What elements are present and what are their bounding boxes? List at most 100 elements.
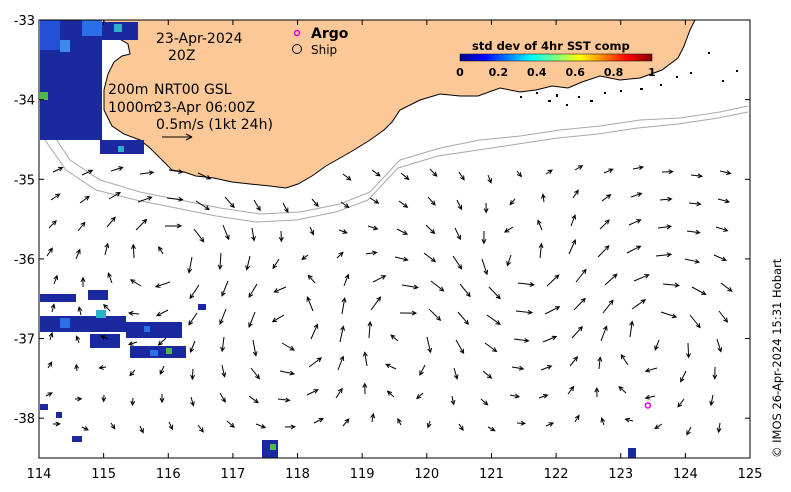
current-arrow: [570, 214, 576, 227]
current-arrow: [545, 169, 553, 175]
current-arrow: [630, 192, 643, 198]
current-arrow: [688, 201, 702, 207]
current-arrow: [311, 198, 319, 208]
x-tick-label: 118: [285, 467, 310, 482]
current-arrow: [597, 244, 610, 258]
current-arrow: [538, 242, 544, 259]
current-arrow: [620, 353, 629, 366]
current-arrow: [166, 196, 184, 202]
current-arrow: [342, 418, 350, 427]
current-arrow: [362, 351, 368, 367]
current-arrow: [75, 248, 81, 260]
current-arrow: [336, 251, 344, 259]
current-arrow: [306, 389, 319, 396]
axis-ticks: [38, 19, 751, 458]
x-tick-label: 119: [350, 467, 375, 482]
current-arrow: [537, 219, 543, 231]
current-arrow: [110, 422, 116, 430]
current-arrow: [624, 417, 634, 423]
current-arrow: [600, 325, 608, 342]
current-arrow: [571, 325, 583, 339]
current-arrow: [686, 342, 691, 359]
current-arrow: [515, 309, 534, 315]
colorbar-gradient: [459, 53, 653, 62]
current-arrow: [52, 166, 64, 173]
current-arrow: [538, 394, 549, 399]
current-arrow: [255, 423, 267, 429]
current-arrow: [135, 218, 148, 231]
current-arrow: [226, 420, 235, 428]
current-arrow: [309, 226, 315, 236]
x-tick-label: 116: [156, 467, 181, 482]
current-arrow: [221, 364, 227, 378]
current-arrow: [52, 421, 61, 427]
current-arrow: [487, 174, 492, 184]
current-arrow: [273, 286, 287, 293]
current-arrow: [306, 296, 314, 312]
current-arrow: [602, 299, 614, 314]
current-arrow: [340, 201, 350, 209]
x-axis-labels: 114 115 116 117 118 119 120 121 122 123 124 125: [27, 467, 763, 482]
current-arrow: [130, 397, 136, 407]
current-arrow: [717, 198, 731, 204]
current-arrow: [632, 165, 645, 171]
current-arrow: [157, 337, 167, 346]
current-arrow: [401, 284, 419, 290]
datetime-line2: 20Z: [168, 48, 195, 64]
current-arrow: [341, 297, 347, 315]
current-arrow: [481, 230, 487, 245]
current-arrow: [106, 216, 116, 228]
current-arrow: [426, 420, 432, 429]
current-arrow: [567, 385, 575, 395]
current-arrow: [426, 336, 433, 354]
product-time-label: 23-Apr 06:00Z: [154, 100, 255, 116]
ship-legend-label: Ship: [311, 43, 337, 57]
current-arrow: [713, 254, 728, 261]
current-arrow: [343, 273, 350, 287]
x-tick-label: 120: [414, 467, 439, 482]
current-arrow: [686, 229, 701, 235]
current-arrow: [79, 195, 90, 204]
current-arrow: [506, 254, 512, 267]
depth-200-label: 200m: [108, 82, 148, 98]
current-arrow: [224, 196, 235, 209]
current-arrow: [278, 230, 284, 243]
current-arrow: [81, 426, 90, 431]
product-label: NRT00 GSL: [154, 82, 232, 98]
current-arrow: [189, 340, 196, 354]
current-arrow: [458, 171, 465, 181]
current-arrow: [310, 323, 319, 340]
current-arrow: [159, 394, 165, 404]
current-arrow: [594, 386, 600, 398]
current-arrow: [631, 299, 647, 310]
current-arrow: [371, 169, 381, 177]
current-arrow: [104, 242, 110, 256]
current-arrow: [513, 337, 530, 343]
current-arrow: [516, 420, 527, 426]
current-arrow: [127, 310, 140, 316]
current-arrow: [248, 283, 258, 299]
datetime-line1: 23-Apr-2024: [156, 31, 243, 47]
current-arrow: [197, 424, 204, 433]
current-arrow: [397, 417, 402, 426]
current-arrow: [80, 276, 86, 287]
current-arrow: [187, 256, 193, 274]
current-arrow: [221, 280, 229, 297]
current-arrow: [248, 395, 259, 404]
current-arrow: [709, 394, 715, 407]
y-tick-label: -37: [14, 333, 35, 348]
current-arrow: [307, 274, 316, 284]
current-arrow: [386, 390, 395, 398]
current-arrow: [272, 258, 280, 270]
current-arrow: [600, 417, 606, 426]
current-arrow: [277, 397, 291, 403]
y-tick-label: -34: [14, 94, 35, 109]
current-arrow: [139, 425, 144, 434]
current-arrow: [45, 392, 54, 397]
current-arrow: [394, 256, 409, 262]
current-arrow: [189, 284, 200, 300]
current-arrow: [574, 414, 580, 423]
current-arrow: [53, 274, 59, 285]
y-tick-label: -35: [14, 173, 35, 188]
